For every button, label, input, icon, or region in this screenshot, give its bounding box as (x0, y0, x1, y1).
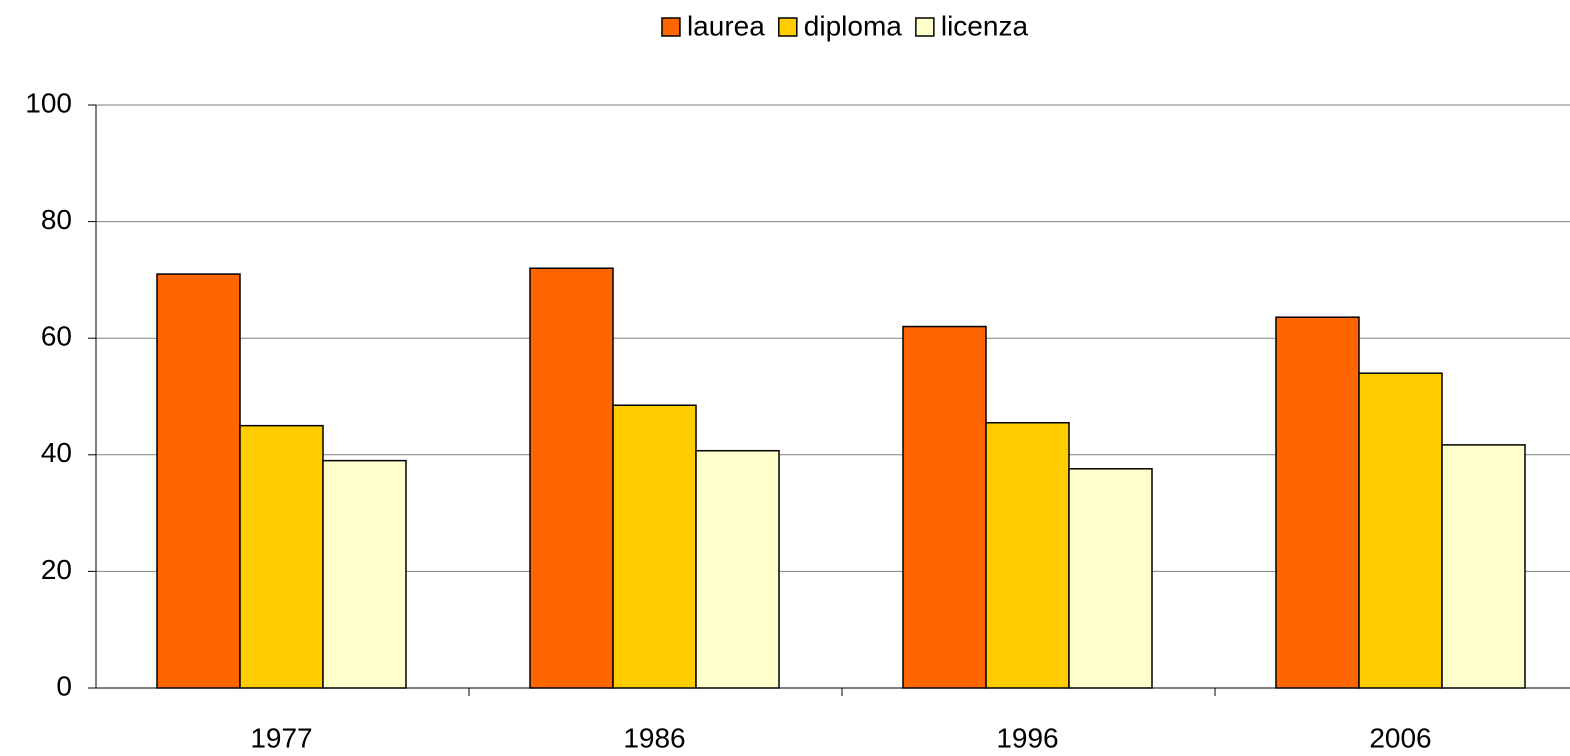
x-tick-label: 1977 (250, 722, 312, 753)
x-tick-label: 2006 (1369, 722, 1431, 753)
y-tick-label: 20 (41, 554, 72, 585)
legend-label: diploma (804, 10, 902, 41)
legend-swatch (915, 17, 935, 37)
bar (322, 459, 407, 689)
bar (695, 449, 780, 689)
bar (1275, 316, 1360, 689)
bar (612, 404, 697, 689)
x-tick-label: 1996 (996, 722, 1058, 753)
y-tick-label: 100 (25, 87, 72, 118)
legend-label: licenza (941, 10, 1029, 41)
y-tick-label: 0 (56, 670, 72, 701)
y-tick-label: 60 (41, 321, 72, 352)
bar (529, 267, 614, 689)
bar (902, 325, 987, 689)
legend-label: laurea (687, 10, 765, 41)
x-tick-label: 1986 (623, 722, 685, 753)
bar (1068, 468, 1153, 689)
legend-swatch (661, 17, 681, 37)
legend: laurea diploma licenza (661, 10, 1029, 41)
y-tick-label: 80 (41, 204, 72, 235)
bar (156, 273, 241, 689)
bar (985, 421, 1070, 689)
bar (1441, 444, 1526, 689)
bar (1358, 372, 1443, 689)
y-tick-label: 40 (41, 437, 72, 468)
legend-swatch (778, 17, 798, 37)
bar (239, 424, 324, 689)
